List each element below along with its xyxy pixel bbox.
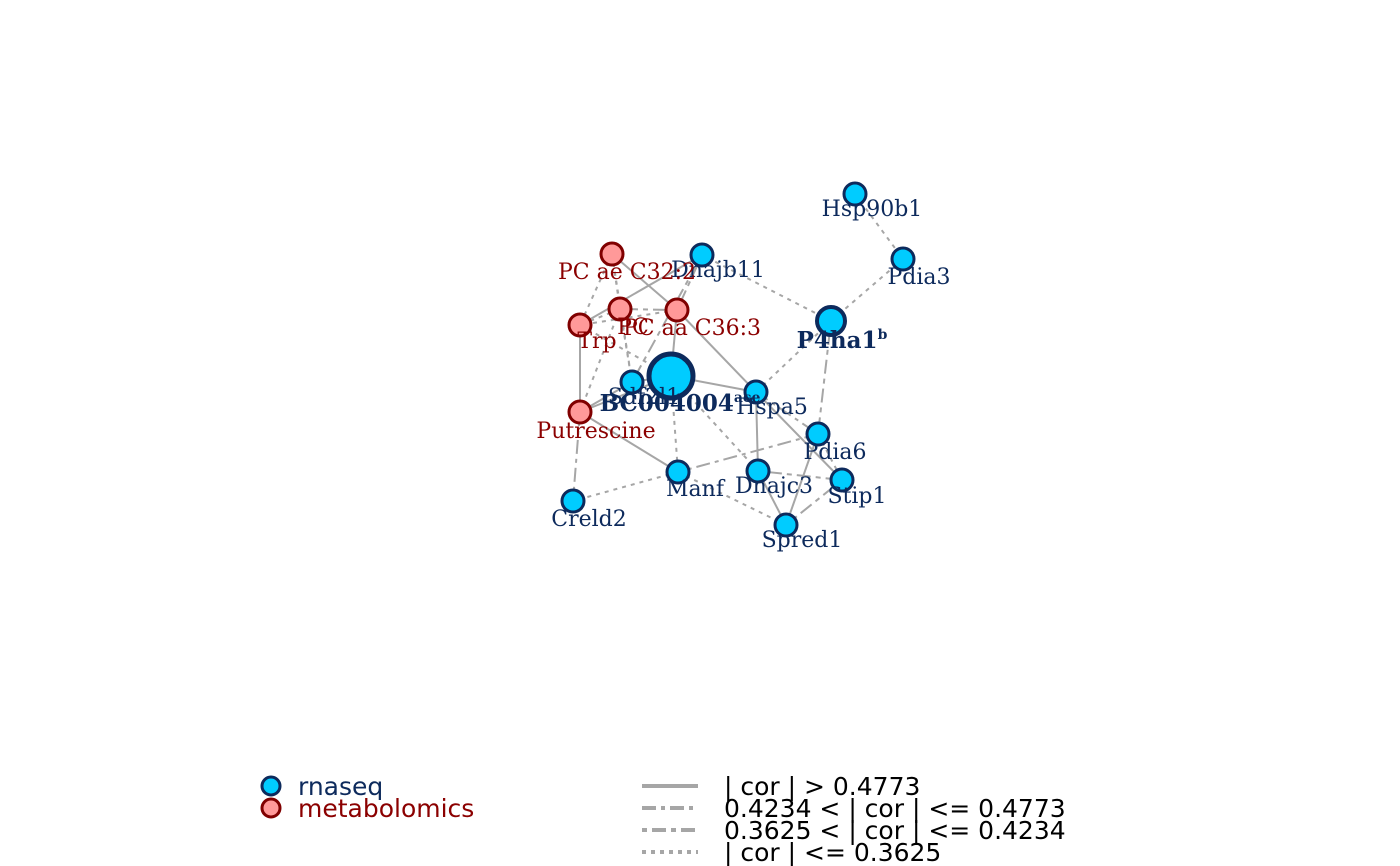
node-manf — [665, 459, 691, 485]
node-label-spred1: Spred1 — [762, 528, 843, 553]
node-label-manf: Manf — [666, 477, 726, 502]
edge-pdia3-p4ha1 — [830, 258, 904, 322]
node-label-text: Spred1 — [762, 528, 843, 553]
edge-pcae-pcaa — [611, 253, 678, 311]
node-pcae — [599, 241, 625, 267]
node-label-text: Creld2 — [551, 507, 627, 532]
node-label-putrescine: Putrescine — [536, 419, 655, 444]
node-label-p4ha1: P4ha1b — [797, 327, 888, 354]
node-label-stip1: Stip1 — [827, 484, 886, 509]
legend-edge-class-3-label: 0.3625 < | cor | <= 0.4234 — [724, 816, 1066, 845]
edge-dnajb11-trp — [579, 254, 703, 326]
node-hspa5 — [743, 379, 769, 405]
node-pdia6 — [805, 421, 831, 447]
node-pc — [607, 296, 633, 322]
node-bc004004 — [646, 351, 696, 401]
legend-edge-class-4-label: | cor | <= 0.3625 — [724, 838, 941, 866]
edge-pc-putrescine — [579, 308, 621, 413]
node-label-pc: PC — [617, 315, 649, 340]
node-label-pcae: PC ae C32:2 — [558, 260, 696, 285]
edge-p4ha1-pdia6 — [817, 320, 832, 435]
node-label-text: PC aa C36:3 — [623, 316, 761, 341]
edge-putrescine-manf — [579, 411, 679, 473]
node-p4ha1 — [815, 305, 847, 337]
edge-bc004004-manf — [670, 375, 679, 473]
node-label-superscript: b — [878, 327, 888, 343]
edge-pdia6-spred1 — [785, 433, 819, 526]
node-sdf2l1 — [619, 369, 645, 395]
node-label-pdia6: Pdia6 — [803, 440, 866, 465]
edge-pcae-trp — [579, 253, 613, 326]
node-label-hspa5: Hspa5 — [736, 395, 808, 420]
node-label-trp: Trp — [577, 329, 616, 354]
node-label-text: Pdia3 — [887, 265, 950, 290]
node-label-text: PC — [617, 315, 649, 340]
node-dnajb11 — [689, 242, 715, 268]
node-label-text: Manf — [666, 477, 726, 502]
edge-p4ha1-dnajb11 — [701, 254, 832, 322]
node-label-creld2: Creld2 — [551, 507, 627, 532]
node-label-superscript: ace — [734, 390, 761, 406]
legend-edge-class-2-label: 0.4234 < | cor | <= 0.4773 — [724, 794, 1066, 823]
edge-hspa5-stip1 — [755, 391, 843, 481]
edge-dnajc3-stip1 — [757, 470, 843, 481]
node-spred1 — [773, 512, 799, 538]
node-label-text: Hspa5 — [736, 395, 808, 420]
node-label-text: PC ae C32:2 — [558, 260, 696, 285]
legend-edge-class-1-label: | cor | > 0.4773 — [724, 772, 920, 801]
edge-pdia6-manf — [677, 433, 819, 473]
legend-metabolomics-marker — [260, 797, 282, 819]
edge-pcaa-trp — [579, 309, 678, 326]
legend-metabolomics-label: metabolomics — [298, 794, 474, 823]
legend-rnaseq-label: rnaseq — [298, 772, 383, 801]
node-label-text: Dnajc3 — [735, 474, 813, 499]
node-label-dnajb11: Dnajb11 — [671, 258, 765, 283]
node-pcaa — [664, 297, 690, 323]
node-label-text: P4ha1 — [797, 327, 878, 354]
legend-rnaseq-marker — [260, 775, 282, 797]
node-label-bc004004: BC004004ace — [600, 390, 761, 417]
node-label-text: Sdf2l1 — [608, 385, 680, 410]
node-dnajc3 — [745, 458, 771, 484]
node-pdia3 — [890, 246, 916, 272]
node-label-dnajc3: Dnajc3 — [735, 474, 813, 499]
node-trp — [567, 312, 593, 338]
node-creld2 — [560, 488, 586, 514]
node-stip1 — [829, 467, 855, 493]
edge-hspa5-dnajc3 — [755, 391, 759, 472]
edge-manf-spred1 — [677, 471, 787, 526]
node-label-text: BC004004 — [600, 390, 734, 417]
node-label-text: Pdia6 — [803, 440, 866, 465]
edge-manf-creld2 — [572, 471, 679, 502]
node-label-pcaa: PC aa C36:3 — [623, 316, 761, 341]
node-putrescine — [567, 399, 593, 425]
node-label-text: Trp — [577, 329, 616, 354]
node-label-hsp90b1: Hsp90b1 — [822, 197, 923, 222]
node-label-text: Putrescine — [536, 419, 655, 444]
edge-pcaa-hspa5 — [676, 309, 757, 393]
node-label-text: Stip1 — [827, 484, 886, 509]
node-label-text: Dnajb11 — [671, 258, 765, 283]
node-hsp90b1 — [842, 181, 868, 207]
nodes — [560, 181, 916, 538]
node-label-pdia3: Pdia3 — [887, 265, 950, 290]
node-label-text: Hsp90b1 — [822, 197, 923, 222]
node-label-sdf2l1: Sdf2l1 — [608, 385, 680, 410]
